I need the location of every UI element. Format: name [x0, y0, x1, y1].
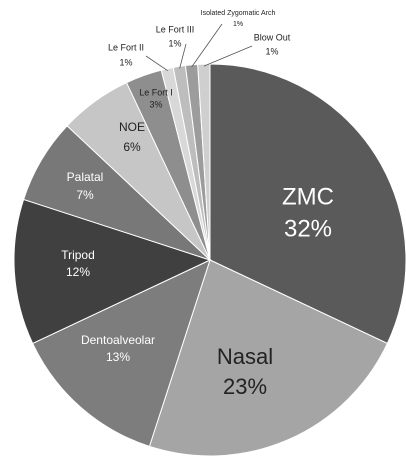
- pie-slice: [13, 198, 212, 345]
- slice-value: 32%: [284, 215, 332, 242]
- pie-slice: [209, 63, 406, 345]
- slice-label: Le Fort I: [139, 87, 173, 97]
- slice-value: 7%: [76, 188, 94, 202]
- slice-value: 6%: [123, 140, 141, 154]
- slice-value: 12%: [66, 265, 90, 279]
- slice-value: 23%: [223, 374, 267, 399]
- slice-label: Dentoalveolar: [81, 333, 155, 347]
- slice-label: Palatal: [67, 170, 104, 184]
- slice-label: Le Fort III: [156, 24, 195, 34]
- slice-label: NOE: [119, 120, 145, 134]
- slice-label: Nasal: [217, 344, 273, 369]
- slice-label: Isolated Zygomatic Arch: [201, 10, 276, 17]
- slice-label: Blow Out: [254, 32, 291, 42]
- slice-value: 13%: [106, 350, 130, 364]
- slice-value: 1%: [119, 57, 132, 67]
- slice-value: 3%: [149, 99, 162, 109]
- leader-line: [203, 45, 253, 67]
- leader-line: [145, 55, 168, 72]
- slice-value: 1%: [265, 46, 278, 56]
- slice-label: Tripod: [61, 248, 95, 262]
- pie-slice: [31, 259, 211, 448]
- slice-label: Le Fort II: [108, 42, 144, 52]
- leader-line: [179, 43, 187, 69]
- pie-slice: [197, 63, 211, 261]
- pie-slice: [148, 259, 389, 457]
- leader-line: [191, 23, 223, 68]
- slice-value: 1%: [168, 38, 181, 48]
- slice-label: ZMC: [282, 183, 334, 210]
- slice-value: 1%: [233, 21, 243, 28]
